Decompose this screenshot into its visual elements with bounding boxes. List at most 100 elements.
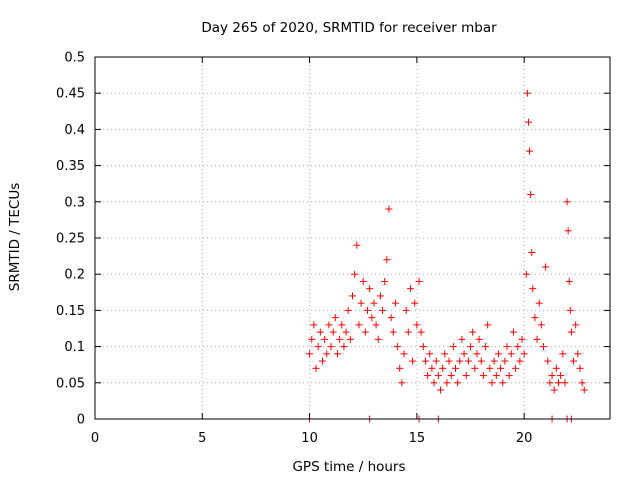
data-point <box>355 321 363 329</box>
data-point <box>353 241 361 249</box>
data-point <box>471 364 479 372</box>
data-point <box>580 386 588 394</box>
data-point <box>492 372 500 380</box>
data-point <box>529 285 537 293</box>
data-point <box>428 364 436 372</box>
data-point <box>557 372 565 380</box>
grid-lines <box>95 57 610 419</box>
data-point <box>570 357 578 365</box>
data-point <box>394 343 402 351</box>
data-point <box>520 350 528 358</box>
data-point <box>411 299 419 307</box>
data-point <box>572 321 580 329</box>
data-point <box>329 328 337 336</box>
data-point <box>544 357 552 365</box>
data-point <box>359 277 367 285</box>
data-point <box>368 314 376 322</box>
data-point <box>460 350 468 358</box>
x-tick-labels: 0 5 10 15 20 <box>91 431 533 446</box>
data-points <box>306 89 588 423</box>
data-point <box>555 379 562 387</box>
y-tick-labels: 0 0.05 0.1 0.15 0.2 0.25 0.3 0.35 0.4 0.45 0.5 <box>56 51 85 428</box>
data-point <box>567 328 575 336</box>
data-point <box>325 321 333 329</box>
data-point <box>336 335 344 343</box>
data-point <box>505 372 513 380</box>
data-point <box>533 335 541 343</box>
data-point <box>385 205 393 213</box>
y-tick-label: 0.25 <box>56 232 85 247</box>
data-point <box>312 364 320 372</box>
data-point <box>441 350 449 358</box>
data-point <box>537 321 545 329</box>
y-tick-label: 0.1 <box>64 340 85 355</box>
data-point <box>507 350 515 358</box>
y-axis-label: SRMTID / TECUs <box>7 183 23 291</box>
data-point <box>528 248 536 256</box>
data-point <box>404 328 412 336</box>
data-point <box>436 386 444 394</box>
data-point <box>503 343 511 351</box>
data-point <box>479 372 487 380</box>
data-point <box>552 364 560 372</box>
data-point <box>488 379 496 387</box>
data-point <box>486 364 494 372</box>
data-point <box>323 350 331 358</box>
x-tick-label: 10 <box>301 431 318 446</box>
data-point <box>417 328 425 336</box>
data-point <box>389 328 397 336</box>
data-point <box>494 350 502 358</box>
data-point <box>449 343 457 351</box>
data-point <box>469 328 477 336</box>
data-point <box>578 379 586 387</box>
data-point <box>523 89 531 97</box>
y-tick-label: 0.15 <box>56 304 85 319</box>
data-point <box>419 343 427 351</box>
data-point <box>531 314 539 322</box>
data-point <box>421 357 429 365</box>
data-point <box>409 357 417 365</box>
data-point <box>564 227 572 235</box>
data-point <box>415 277 423 285</box>
data-point <box>381 277 389 285</box>
y-tick-label: 0.05 <box>56 376 85 391</box>
data-point <box>318 357 326 365</box>
data-point <box>565 277 573 285</box>
x-tick-label: 5 <box>198 431 206 446</box>
y-tick-label: 0.2 <box>64 268 85 283</box>
data-point <box>522 270 530 278</box>
data-point <box>406 285 414 293</box>
data-point <box>548 372 556 380</box>
data-point <box>333 350 341 358</box>
data-point <box>566 306 574 314</box>
data-point <box>527 191 535 199</box>
data-point <box>413 321 421 329</box>
data-point <box>546 379 554 387</box>
data-point <box>458 335 466 343</box>
data-point <box>366 285 374 293</box>
data-point <box>497 364 505 372</box>
data-point <box>321 335 329 343</box>
data-point <box>516 357 524 365</box>
data-point <box>501 357 509 365</box>
data-point <box>490 357 498 365</box>
data-point <box>445 357 453 365</box>
y-tick-label: 0.45 <box>56 87 85 102</box>
x-tick-label: 15 <box>409 431 426 446</box>
data-point <box>464 357 472 365</box>
data-point <box>561 379 569 387</box>
data-point <box>316 328 324 336</box>
data-point <box>374 335 382 343</box>
data-point <box>338 321 346 329</box>
data-point <box>346 335 354 343</box>
data-point <box>391 299 399 307</box>
data-point <box>383 256 391 264</box>
data-point <box>396 364 404 372</box>
data-point <box>484 321 492 329</box>
data-point <box>439 364 447 372</box>
data-point <box>372 321 380 329</box>
y-tick-label: 0.5 <box>64 51 85 66</box>
data-point <box>426 350 434 358</box>
data-point <box>349 292 356 300</box>
